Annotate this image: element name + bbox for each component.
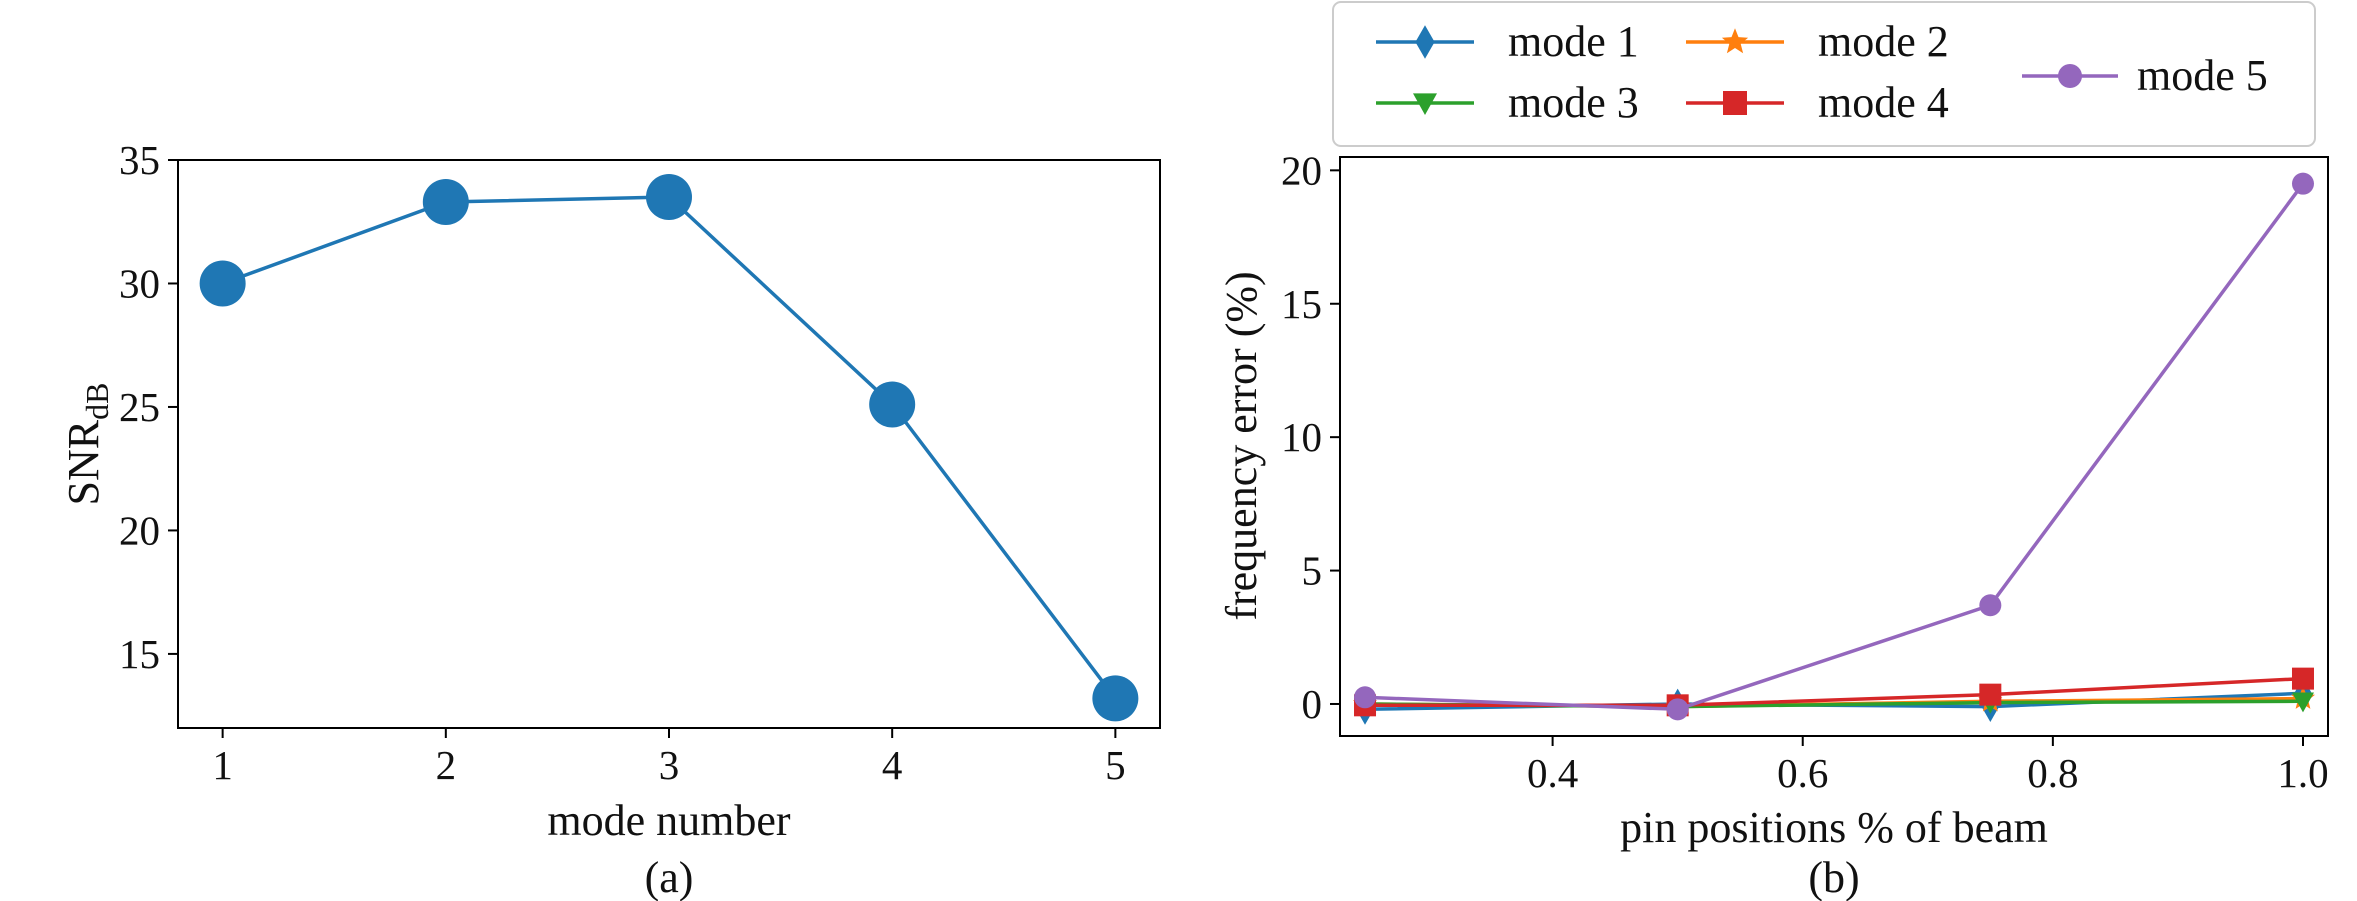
chart-b-series-line [1364,182,2305,712]
chart-b-legend: mode 1 mode 2 mode 3 mode 4 mode 5 [1332,1,2316,147]
chart-b-legend-label: mode 1 [1508,17,1639,66]
chart-a: 1 2 3 4 5 15 20 25 30 35 mode number SNRdB (a) [59,137,1161,901]
chart-b-legend-marker [1721,28,1749,54]
chart-b-y-tick-label: 10 [1281,414,1322,460]
chart-b-data [1353,172,2315,725]
chart-a-x-tick-label: 2 [436,742,457,788]
chart-b-x-tick-label: 0.6 [1777,750,1828,796]
chart-a-y-tick-label: 20 [119,507,160,553]
chart-a-data-point [1092,675,1139,722]
chart-b-series-5 [1354,172,2314,721]
chart-a-data-point [199,260,246,307]
chart-a-y-tick-label: 35 [119,137,160,183]
chart-b-legend-label: mode 4 [1818,78,1949,127]
chart-a-x-tick-label: 3 [659,742,680,788]
chart-a-y-tick-label: 25 [119,384,160,430]
chart-b-data-point [2291,692,2314,713]
chart-b-data-point [1979,683,2002,706]
chart-b-legend-marker [1415,25,1435,59]
chart-b-y-tick-label: 5 [1302,548,1323,594]
chart-b-legend-entry-5: mode 5 [2022,51,2268,100]
chart-a-y-tick-label: 30 [119,260,160,306]
chart-a-x-axis-label: mode number [547,796,791,845]
chart-a-data-point [422,178,469,225]
chart-b-y-tick-label: 0 [1302,681,1323,727]
chart-a-y-tick-label: 15 [119,631,160,677]
chart-b-legend-label: mode 2 [1818,17,1949,66]
chart-a-y-axis-label-main: SNR [59,419,108,505]
chart-a-x-tick-label: 1 [212,742,233,788]
chart-b-legend-marker [2058,64,2082,88]
chart-a-series-line [221,195,1117,700]
chart-b-ticks: 0.4 0.6 0.8 1.0 0 5 10 15 20 [1281,147,2329,796]
chart-b-x-tick-label: 0.8 [2027,750,2078,796]
chart-b-legend-entry-4: mode 4 [1686,78,1949,127]
chart-a-y-axis-label-sub: dB [79,383,115,420]
chart-b-legend-entry-1: mode 1 [1376,17,1639,66]
chart-b-data-point [2291,667,2314,690]
chart-b-y-axis-label: frequency error (%) [1217,271,1266,620]
chart-b-legend-marker [1723,91,1747,115]
chart-a-x-tick-label: 4 [882,742,903,788]
chart-b-legend-label: mode 5 [2137,51,2268,100]
chart-b-plot-frame [1339,156,2329,737]
chart-a-data-point [869,381,916,428]
chart-b-legend-entry-2: mode 2 [1686,17,1949,66]
chart-b-data-point [1979,594,2002,617]
chart-b-x-axis-label: pin positions % of beam [1620,803,2048,852]
chart-b-legend-entry-3: mode 3 [1376,78,1639,127]
chart-b: 0.4 0.6 0.8 1.0 0 5 10 15 20 pin positions % of … [1217,1,2329,901]
chart-b-y-tick-label: 20 [1281,147,1322,193]
chart-b-legend-marker [1413,93,1437,115]
chart-a-data-point [646,174,692,221]
chart-b-series-line [1365,676,2304,708]
chart-a-data [199,174,1139,722]
chart-a-x-tick-label: 5 [1105,742,1126,788]
chart-b-data-point [1354,686,1377,709]
chart-b-x-tick-label: 1.0 [2277,750,2328,796]
chart-b-legend-frame [1332,1,2316,147]
chart-b-caption: (b) [1808,853,1859,901]
chart-a-ticks: 1 2 3 4 5 15 20 25 30 35 [119,137,1126,788]
chart-a-caption: (a) [645,853,694,901]
chart-b-data-point [1666,698,1689,721]
chart-b-x-tick-label: 0.4 [1527,750,1578,796]
chart-b-legend-label: mode 3 [1508,78,1639,127]
chart-a-y-axis-label: SNRdB [59,383,115,506]
chart-b-data-point [2291,172,2314,195]
chart-b-y-tick-label: 15 [1281,281,1322,327]
chart-b-series-4 [1354,667,2314,717]
